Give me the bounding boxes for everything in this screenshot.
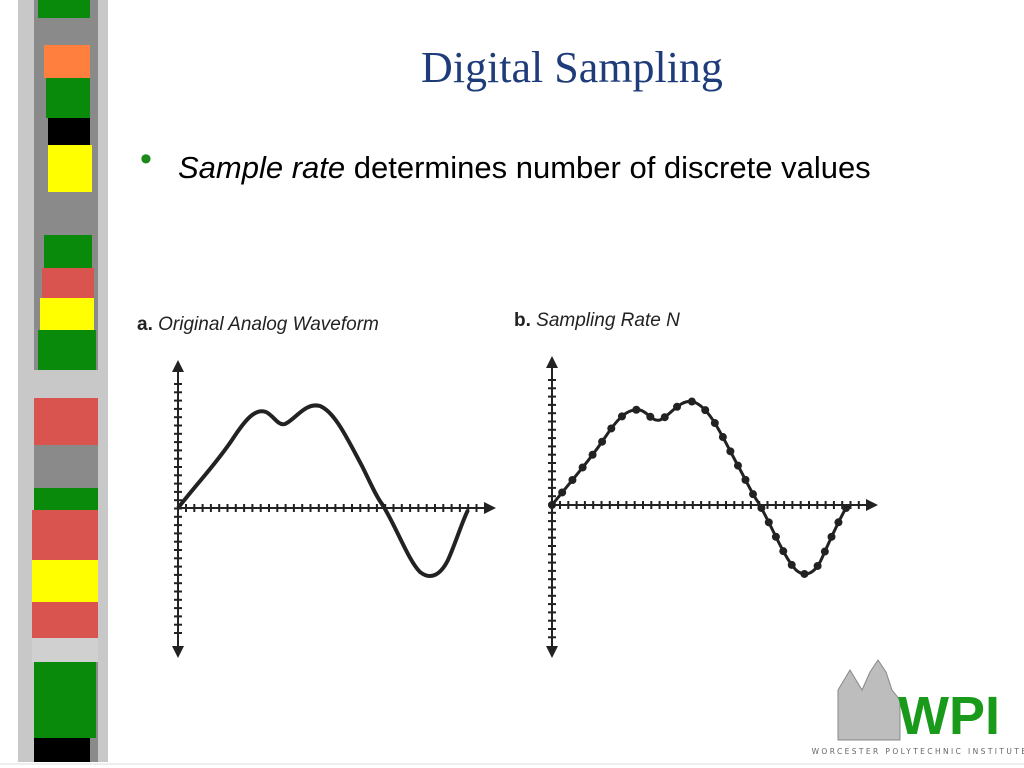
axes [546, 356, 878, 658]
axis-arrows [546, 356, 878, 658]
bullet-rest: determines number of discrete values [353, 150, 871, 185]
sample-point [701, 406, 710, 415]
figure-caption: a. Original Analog Waveform [137, 314, 379, 335]
stripe-block [48, 118, 90, 145]
sample-point [598, 437, 607, 446]
sample-point [764, 518, 773, 527]
logo-mark: WPI [898, 686, 1000, 746]
stripe-block [32, 560, 98, 602]
stripe-block [34, 738, 90, 762]
sample-point [646, 412, 655, 421]
logo-name: WORCESTER POLYTECHNIC INSTITUTE [812, 747, 1024, 756]
sample-point [568, 475, 577, 484]
sample-point [687, 397, 696, 406]
stripe-block [48, 145, 92, 192]
stripe-block [38, 0, 90, 18]
figure-caption-text: Original Analog Waveform [158, 314, 379, 335]
stripe-block [32, 602, 98, 638]
sample-point [673, 402, 682, 411]
sample-point [834, 518, 843, 527]
axes [172, 360, 496, 658]
sample-point [710, 419, 719, 428]
sample-point [632, 405, 641, 414]
sample-point [800, 569, 809, 578]
sample-point [718, 433, 727, 442]
sample-points [548, 397, 850, 578]
analog-waveform [176, 403, 470, 578]
bullet-marker: • [140, 140, 152, 178]
sample-point [660, 413, 669, 422]
figure-letter: a. [137, 314, 153, 335]
bullet-emphasis: Sample rate [178, 150, 346, 185]
stripe-block [34, 370, 98, 398]
stripe-block [40, 298, 94, 330]
stripe-block [34, 488, 98, 510]
sample-point [757, 503, 766, 512]
sampled-waveform [550, 399, 848, 576]
sample-point [558, 488, 567, 497]
stripe-block [34, 662, 96, 738]
logo: WPI WORCESTER POLYTECHNIC INSTITUTE [812, 659, 1024, 756]
sample-point [588, 450, 597, 459]
sample-point [733, 461, 742, 470]
sample-point [578, 463, 587, 472]
stripe-block [32, 638, 98, 662]
figure-caption-text: Sampling Rate N [536, 310, 680, 331]
sample-point [820, 547, 829, 556]
stripe-block [44, 235, 92, 268]
side-stripe [18, 0, 108, 762]
sample-point [607, 424, 616, 433]
sample-point [749, 490, 758, 499]
sample-point [787, 560, 796, 569]
sample-point [842, 504, 850, 512]
sample-point [741, 475, 750, 484]
figure-letter: b. [514, 310, 531, 331]
stripe-block [46, 78, 90, 118]
sample-point [548, 501, 556, 509]
stripe-block [32, 510, 98, 560]
stripe-block [34, 398, 98, 445]
sample-point [771, 532, 780, 541]
sample-point [779, 547, 788, 556]
stripe-block [44, 45, 90, 78]
sample-point [617, 412, 626, 421]
stripe-block [42, 268, 94, 298]
bullet-text: Sample rate determines number of discret… [178, 146, 968, 190]
logo-building [837, 659, 901, 741]
sample-point [813, 561, 822, 570]
slide-title: Digital Sampling [421, 43, 723, 92]
sample-point [726, 447, 735, 456]
sample-point [827, 532, 836, 541]
figure-caption: b. Sampling Rate N [514, 310, 680, 331]
stripe-block [38, 330, 96, 370]
